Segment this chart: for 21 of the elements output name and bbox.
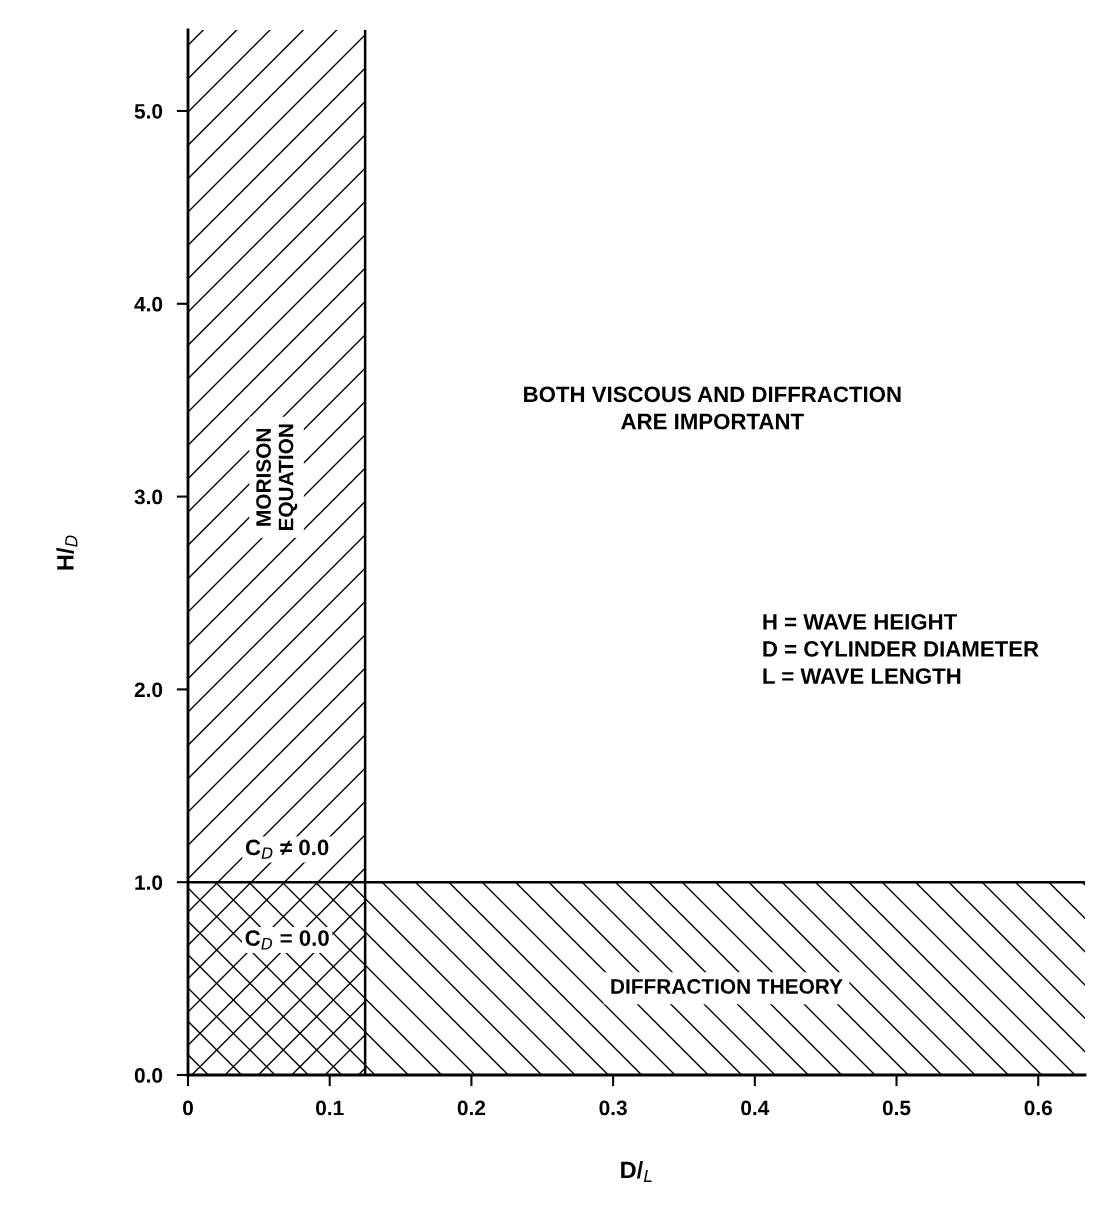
y-tick-label: 2.0 — [134, 682, 163, 698]
x-tick-label: 0.5 — [882, 1100, 911, 1116]
y-tick-label: 0.0 — [134, 1068, 163, 1083]
x-tick-label: 0.4 — [741, 1100, 770, 1116]
x-axis-title: D/$_{L}$ — [621, 1160, 652, 1182]
y-tick-label: 5.0 — [134, 103, 163, 119]
band-label: MORISON EQUATION — [256, 424, 298, 531]
annotation: C$_{D}$ ≠ 0.0 — [245, 839, 329, 859]
x-tick-label: 0.1 — [316, 1100, 344, 1116]
x-tick-label: 0.3 — [599, 1100, 627, 1116]
band-label: DIFFRACTION THEORY — [611, 979, 843, 994]
x-tick-label: 0 — [183, 1100, 193, 1116]
y-tick-label: 3.0 — [134, 489, 163, 505]
x-tick-label: 0.6 — [1024, 1100, 1052, 1116]
y-tick-label: 1.0 — [135, 875, 163, 890]
x-tick-label: 0.2 — [457, 1100, 486, 1116]
y-tick-label: 4.0 — [134, 296, 163, 312]
annotation: C$_{D}$ = 0.0 — [245, 930, 329, 950]
annotation: BOTH VISCOUS AND DIFFRACTION ARE IMPORTANT — [524, 386, 901, 430]
y-axis-title: H/$_{D}$ — [56, 535, 78, 570]
annotation: H = WAVE HEIGHT D = CYLINDER DIAMETER L = WAVE LENGTH — [763, 613, 1039, 684]
